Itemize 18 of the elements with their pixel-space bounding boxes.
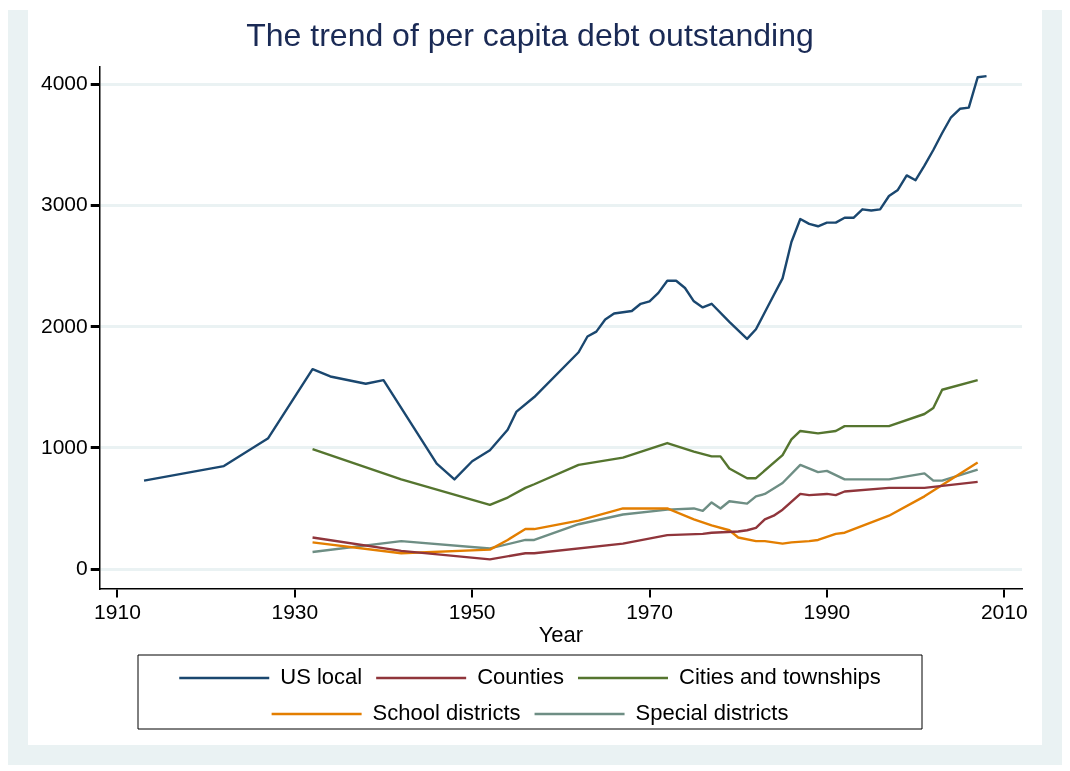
x-axis-title: Year xyxy=(538,621,584,647)
legend-label: Counties xyxy=(477,664,564,690)
x-tick-label: 1970 xyxy=(626,599,673,623)
y-tick-label: 4000 xyxy=(41,71,88,95)
x-tick-label: 1910 xyxy=(94,599,141,623)
chart-title: The trend of per capita debt outstanding xyxy=(246,17,814,54)
y-tick-label: 3000 xyxy=(41,192,88,216)
x-tick-label: 1990 xyxy=(803,599,851,623)
x-tick-label: 1950 xyxy=(448,599,496,623)
x-tick-label: 1930 xyxy=(271,599,319,623)
legend-label: Special districts xyxy=(635,700,789,726)
x-tick-label: 2010 xyxy=(980,599,1028,623)
y-tick-label: 0 xyxy=(76,555,88,579)
y-tick-label: 2000 xyxy=(41,313,88,337)
legend-label: US local xyxy=(280,664,363,690)
y-tick-label: 1000 xyxy=(41,434,88,458)
legend-label: School districts xyxy=(372,700,521,726)
legend-label: Cities and townships xyxy=(678,664,881,690)
